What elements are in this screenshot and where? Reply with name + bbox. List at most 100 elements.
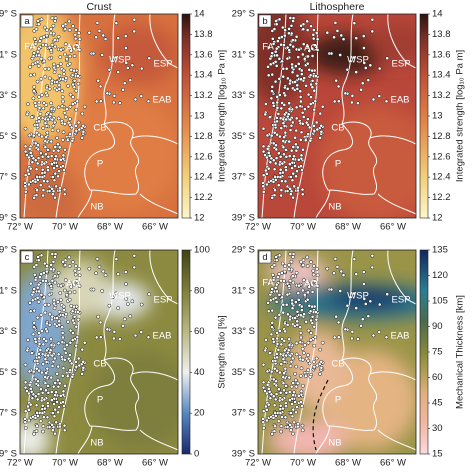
seismic-event [341,273,346,278]
seismic-event [80,136,84,140]
seismic-event [271,278,276,282]
seismic-event [362,46,366,50]
seismic-event [65,107,69,112]
seismic-event [288,42,293,47]
seismic-event [27,147,32,151]
seismic-event [312,264,316,268]
seismic-event [275,368,279,373]
seismic-event [103,37,108,42]
seismic-event [273,49,278,54]
seismic-event [61,304,66,309]
seismic-event [277,93,282,97]
seismic-event [276,348,281,352]
lon-label: 70° W [52,222,78,233]
seismic-event [146,99,151,104]
seismic-event [36,258,41,263]
seismic-event [265,391,269,396]
seismic-event [339,33,344,38]
seismic-event [61,400,65,404]
lat-label: 33° S [232,326,255,337]
seismic-event [263,112,268,117]
seismic-event [274,64,279,68]
seismic-event [271,180,276,184]
seismic-event [42,161,47,166]
seismic-event [352,21,357,26]
seismic-event [50,187,54,191]
seismic-event [26,102,30,106]
region-label: ESP [153,59,172,70]
seismic-event [288,278,293,283]
seismic-event [114,257,119,262]
seismic-event [91,51,96,56]
seismic-event [37,331,41,335]
seismic-event [60,325,65,330]
seismic-event [58,188,62,193]
seismic-event [277,313,282,317]
seismic-event [266,65,270,69]
colorbar-tick-label: 40 [194,367,205,378]
seismic-event [124,297,129,301]
seismic-event [295,145,300,150]
seismic-event [60,89,65,94]
seismic-event [289,359,294,364]
seismic-event [282,269,287,274]
province-boundary [131,135,178,145]
seismic-event [52,356,57,361]
seismic-event [348,59,353,64]
seismic-event [261,173,266,178]
seismic-event [272,429,277,434]
seismic-event [352,291,356,296]
seismic-event [297,283,301,288]
seismic-event [105,327,110,332]
seismic-event [291,252,296,256]
seismic-event [338,289,343,293]
seismic-event [52,402,56,406]
seismic-event [34,27,39,31]
seismic-event [266,73,271,78]
seismic-event [283,85,287,90]
province-boundary [77,189,93,218]
seismic-event [290,120,295,125]
seismic-event [299,164,303,168]
seismic-event [39,17,44,22]
province-boundary [315,425,331,454]
seismic-event [304,356,309,361]
seismic-event [296,62,301,66]
panel-label: b [262,16,267,27]
seismic-event [72,290,77,294]
province-boundary [377,429,416,451]
seismic-event [312,124,316,128]
seismic-event [288,314,293,319]
seismic-event [69,125,74,130]
seismic-event [57,87,62,91]
seismic-event [345,303,350,308]
seismic-event [36,22,41,27]
seismic-event [28,281,33,286]
seismic-event [23,173,28,178]
seismic-event [265,418,269,423]
colorbar-tick-label: 12.2 [432,192,451,203]
seismic-event [350,336,354,341]
seismic-event [291,255,295,259]
seismic-event [36,46,41,51]
seismic-event [271,141,276,146]
seismic-event [293,80,297,84]
seismic-event [61,77,65,82]
seismic-event [45,264,49,269]
seismic-event [273,296,278,300]
seismic-event [278,403,283,408]
seismic-event [63,383,67,388]
lat-label: 33° S [0,90,17,101]
seismic-event [289,259,294,264]
seismic-event [314,120,319,125]
seismic-event [50,16,55,20]
seismic-event [25,389,29,393]
seismic-event [70,73,75,78]
seismic-event [261,409,266,414]
seismic-event [280,295,284,300]
colorbar-tick-label: 105 [432,296,448,307]
seismic-event [291,145,296,149]
seismic-event [303,138,308,143]
seismic-event [30,396,35,401]
seismic-event [41,424,46,428]
